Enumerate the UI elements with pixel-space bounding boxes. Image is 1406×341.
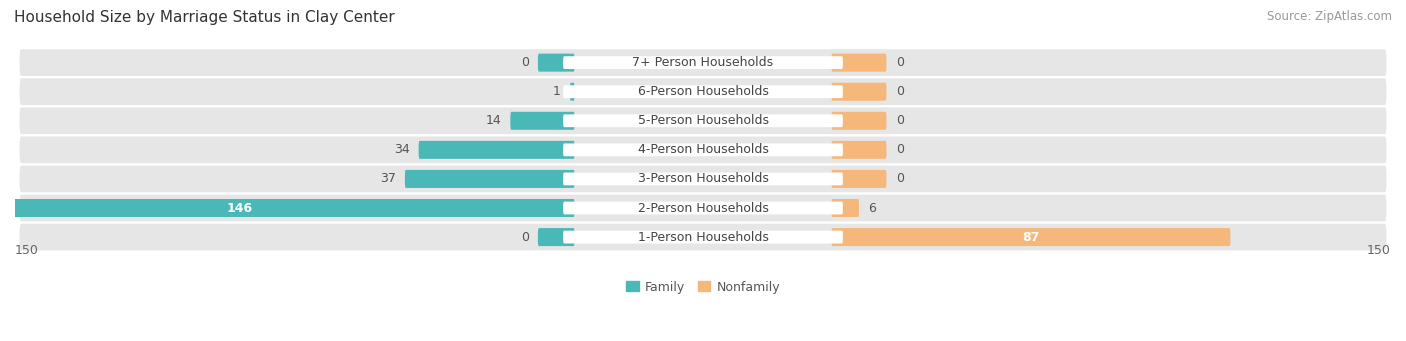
FancyBboxPatch shape	[564, 85, 842, 98]
FancyBboxPatch shape	[538, 54, 575, 72]
FancyBboxPatch shape	[564, 56, 842, 69]
FancyBboxPatch shape	[20, 78, 1386, 105]
FancyBboxPatch shape	[831, 83, 886, 101]
Text: 14: 14	[485, 114, 501, 127]
FancyBboxPatch shape	[405, 170, 575, 188]
Text: 87: 87	[1022, 231, 1039, 243]
FancyBboxPatch shape	[538, 228, 575, 246]
FancyBboxPatch shape	[20, 166, 1386, 192]
Text: 150: 150	[15, 244, 39, 257]
Text: 0: 0	[896, 85, 904, 98]
FancyBboxPatch shape	[564, 173, 842, 185]
Text: Source: ZipAtlas.com: Source: ZipAtlas.com	[1267, 10, 1392, 23]
FancyBboxPatch shape	[831, 228, 1230, 246]
Text: 7+ Person Households: 7+ Person Households	[633, 56, 773, 69]
Text: 150: 150	[1367, 244, 1391, 257]
Text: 37: 37	[380, 173, 395, 186]
FancyBboxPatch shape	[831, 112, 886, 130]
FancyBboxPatch shape	[831, 54, 886, 72]
Text: 0: 0	[896, 56, 904, 69]
FancyBboxPatch shape	[564, 202, 842, 214]
FancyBboxPatch shape	[564, 144, 842, 156]
FancyBboxPatch shape	[20, 107, 1386, 134]
FancyBboxPatch shape	[20, 224, 1386, 250]
FancyBboxPatch shape	[831, 141, 886, 159]
Text: 6-Person Households: 6-Person Households	[637, 85, 769, 98]
Text: 1: 1	[553, 85, 561, 98]
Text: 0: 0	[896, 114, 904, 127]
Text: 0: 0	[520, 231, 529, 243]
FancyBboxPatch shape	[831, 170, 886, 188]
FancyBboxPatch shape	[20, 136, 1386, 163]
Text: 2-Person Households: 2-Person Households	[637, 202, 769, 214]
Text: 6: 6	[868, 202, 876, 214]
Text: 0: 0	[520, 56, 529, 69]
FancyBboxPatch shape	[564, 231, 842, 243]
Text: 34: 34	[394, 143, 409, 157]
Text: Household Size by Marriage Status in Clay Center: Household Size by Marriage Status in Cla…	[14, 10, 395, 25]
FancyBboxPatch shape	[569, 83, 575, 101]
FancyBboxPatch shape	[20, 195, 1386, 221]
Text: 3-Person Households: 3-Person Households	[637, 173, 769, 186]
FancyBboxPatch shape	[0, 199, 575, 217]
FancyBboxPatch shape	[20, 49, 1386, 76]
Legend: Family, Nonfamily: Family, Nonfamily	[621, 276, 785, 298]
Text: 0: 0	[896, 143, 904, 157]
FancyBboxPatch shape	[831, 199, 859, 217]
Text: 4-Person Households: 4-Person Households	[637, 143, 769, 157]
Text: 5-Person Households: 5-Person Households	[637, 114, 769, 127]
FancyBboxPatch shape	[510, 112, 575, 130]
Text: 1-Person Households: 1-Person Households	[637, 231, 769, 243]
FancyBboxPatch shape	[564, 114, 842, 127]
Text: 0: 0	[896, 173, 904, 186]
Text: 146: 146	[226, 202, 253, 214]
FancyBboxPatch shape	[419, 141, 575, 159]
